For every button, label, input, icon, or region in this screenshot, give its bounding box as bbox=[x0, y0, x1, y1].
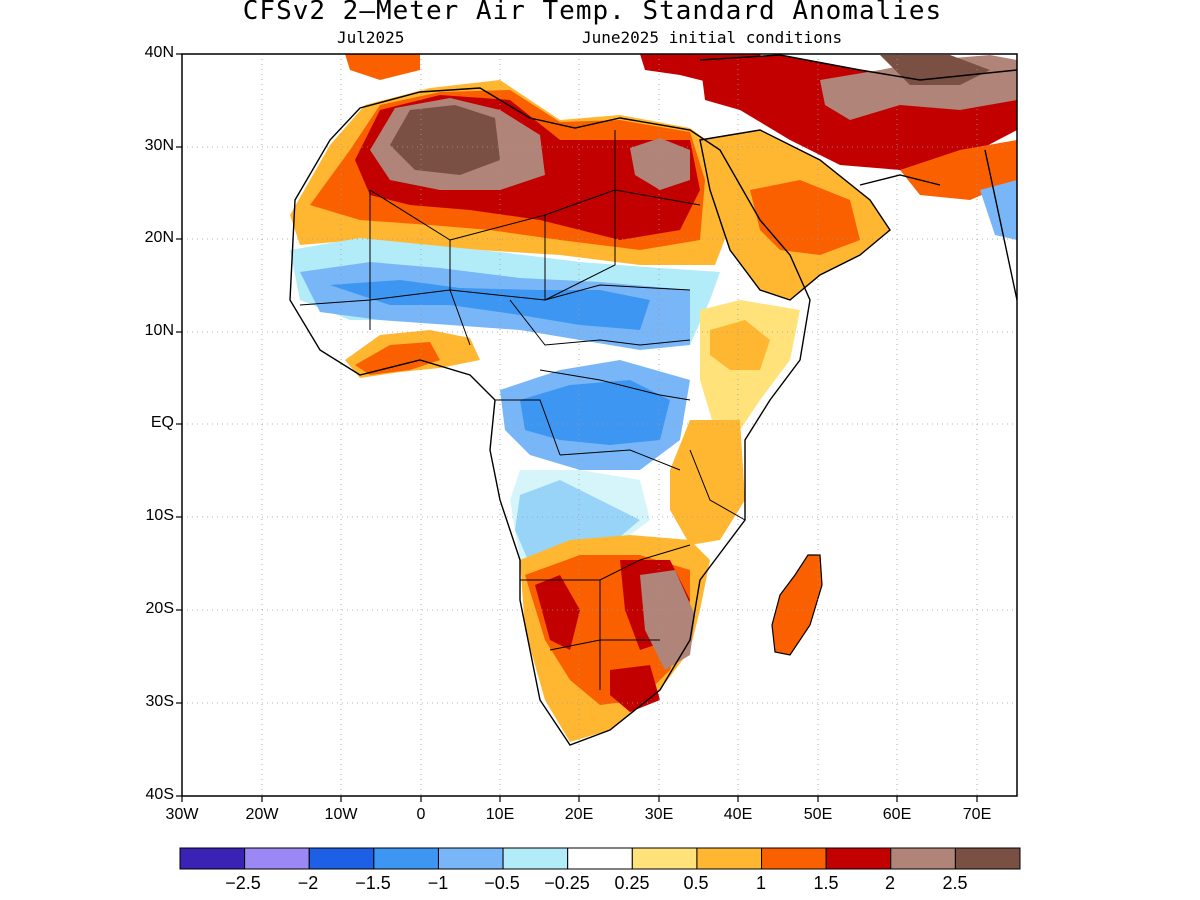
plot-frame bbox=[181, 53, 1018, 797]
forecast-month: Jul2025 bbox=[337, 28, 405, 47]
lat-label-10s: 10S bbox=[145, 507, 174, 524]
sahel-mid-blue bbox=[330, 280, 650, 330]
colorbar-label: −2 bbox=[297, 873, 319, 893]
mideast-orange bbox=[900, 140, 1017, 200]
colorbar-swatch bbox=[244, 847, 310, 870]
lat-label-30s: 30S bbox=[145, 693, 174, 710]
lat-label-30n: 30N bbox=[144, 137, 174, 154]
graticule bbox=[182, 54, 1017, 796]
lat-label-40s: 40S bbox=[145, 786, 174, 803]
lat-label-10n: 10N bbox=[144, 322, 174, 339]
east-africa-warm bbox=[670, 420, 745, 545]
colorbar-label: −0.5 bbox=[484, 873, 520, 893]
colorbar-label: 0.5 bbox=[683, 873, 709, 893]
colorbar-swatch bbox=[502, 847, 569, 870]
lon-label-10w: 10W bbox=[324, 806, 358, 823]
lon-label-50e: 50E bbox=[803, 806, 833, 823]
guinea-orange bbox=[355, 342, 440, 375]
colorbar-label: −2.5 bbox=[225, 873, 261, 893]
south-brown bbox=[640, 570, 695, 670]
colorbar-label: −0.25 bbox=[544, 873, 590, 893]
lat-label-40n: 40N bbox=[144, 44, 174, 61]
egypt-brown bbox=[630, 138, 690, 190]
lat-label-20n: 20N bbox=[144, 229, 174, 246]
colorbar-swatch bbox=[631, 847, 698, 870]
anomaly-field bbox=[290, 54, 1017, 745]
colorbar-swatch bbox=[179, 847, 246, 870]
lat-label-20s: 20S bbox=[145, 600, 174, 617]
colorbar-swatch bbox=[437, 847, 504, 870]
colorbar-label: 0.25 bbox=[614, 873, 650, 893]
colorbar-swatch bbox=[308, 847, 375, 870]
country-borders bbox=[299, 130, 746, 690]
lat-label-eq: EQ bbox=[150, 414, 174, 431]
colorbar-swatch bbox=[825, 847, 892, 870]
lon-label-40e: 40E bbox=[723, 806, 753, 823]
lon-label-60e: 60E bbox=[882, 806, 912, 823]
arabia-orange bbox=[750, 180, 860, 255]
congo-mid-blue bbox=[520, 380, 670, 445]
colorbar-label: 1.5 bbox=[813, 873, 839, 893]
colorbar-swatch bbox=[373, 847, 439, 870]
colorbar-label: −1 bbox=[427, 873, 449, 893]
lon-label-70e: 70E bbox=[962, 806, 992, 823]
lon-label-20e: 20E bbox=[564, 806, 594, 823]
axis-ticks bbox=[176, 53, 978, 802]
colorbar-swatch bbox=[954, 847, 1021, 870]
sahara-brown-2 bbox=[390, 105, 500, 175]
colorbar-swatch bbox=[696, 847, 763, 870]
colorbar-label: 1 bbox=[755, 873, 766, 893]
colorbar-swatch bbox=[890, 847, 956, 870]
lon-label-30w: 30W bbox=[165, 806, 199, 823]
lon-label-10e: 10E bbox=[485, 806, 515, 823]
turkey-warm bbox=[640, 54, 770, 85]
initial-conditions: June2025 initial conditions bbox=[582, 28, 843, 47]
horn-orange bbox=[710, 320, 770, 370]
coastlines bbox=[289, 54, 1017, 746]
colorbar-swatch bbox=[567, 847, 633, 870]
colorbar-label: 2.5 bbox=[942, 873, 968, 893]
colorbar-label: 2 bbox=[884, 873, 895, 893]
colorbar-label: −1.5 bbox=[355, 873, 391, 893]
colorbar-swatch bbox=[761, 847, 827, 870]
lon-label-20w: 20W bbox=[245, 806, 279, 823]
south-red bbox=[535, 575, 580, 650]
europe-south-warm bbox=[345, 54, 420, 80]
lon-label-30e: 30E bbox=[644, 806, 674, 823]
madagascar bbox=[771, 554, 823, 656]
colorbar bbox=[179, 847, 1021, 870]
map-title: CFSv2 2—Meter Air Temp. Standard Anomali… bbox=[242, 0, 943, 26]
lon-label-0: 0 bbox=[416, 806, 426, 823]
